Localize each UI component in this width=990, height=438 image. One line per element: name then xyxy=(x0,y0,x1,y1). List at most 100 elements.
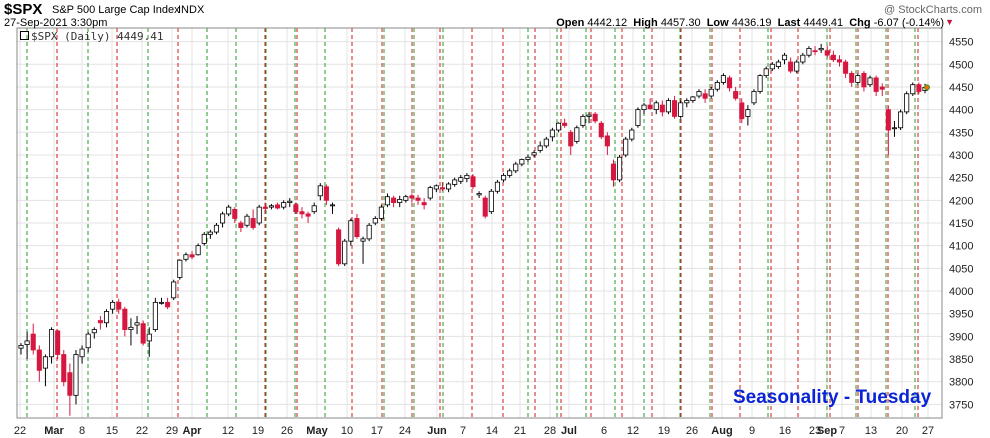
candle-body xyxy=(476,193,482,196)
candle-body xyxy=(293,204,299,213)
candle-body xyxy=(843,61,849,74)
legend-label: $SPX (Daily) 4449.41 xyxy=(31,30,164,43)
candle xyxy=(769,62,775,72)
candle xyxy=(391,195,397,208)
candle-body xyxy=(61,354,67,383)
candle xyxy=(317,183,323,201)
candle-body xyxy=(849,72,855,83)
x-tick-label: 6 xyxy=(601,425,607,437)
y-tick-label: 3800 xyxy=(949,377,973,389)
candle-body xyxy=(867,77,873,86)
candle xyxy=(275,202,281,210)
x-tick-label: 15 xyxy=(106,425,118,437)
candle xyxy=(653,100,659,115)
candle-body xyxy=(372,218,378,224)
candle xyxy=(42,354,48,387)
x-tick-label: Apr xyxy=(183,425,203,437)
candle-body xyxy=(647,104,653,110)
candle xyxy=(727,75,733,92)
y-tick-label: 4400 xyxy=(949,105,973,117)
candle-body xyxy=(452,179,458,185)
candle-body xyxy=(775,61,781,67)
candle xyxy=(61,349,67,387)
candle xyxy=(904,91,910,115)
candlestick-series xyxy=(18,43,928,416)
candle-body xyxy=(262,206,268,209)
down-arrow-icon: ▼ xyxy=(945,17,954,27)
candle-body xyxy=(18,345,24,349)
candle-body xyxy=(158,301,165,304)
candle-body xyxy=(122,308,128,330)
x-tick-label: 14 xyxy=(486,425,498,437)
candle-body xyxy=(299,211,305,215)
candle-body xyxy=(458,177,464,182)
high-value: 4457.30 xyxy=(660,17,701,29)
exchange-label: INDX xyxy=(178,4,205,16)
x-tick-label: 17 xyxy=(371,425,383,437)
candle-body xyxy=(73,354,79,396)
candle xyxy=(311,202,317,214)
candle xyxy=(55,329,61,360)
candle xyxy=(916,82,922,94)
candle-body xyxy=(195,245,201,256)
candle-body xyxy=(757,75,763,92)
candle xyxy=(757,74,763,94)
candle-body xyxy=(421,202,427,206)
candle-body xyxy=(543,138,549,147)
y-tick-label: 4350 xyxy=(949,127,973,139)
candle-body xyxy=(397,199,403,203)
candle xyxy=(525,154,531,162)
candle xyxy=(555,122,562,133)
candle-body xyxy=(598,122,604,138)
candle xyxy=(684,98,690,108)
candle-body xyxy=(232,208,238,219)
candle xyxy=(110,300,116,314)
candle xyxy=(409,193,415,203)
x-tick-label: 12 xyxy=(627,425,639,437)
series-legend[interactable]: $SPX (Daily) 4449.41 xyxy=(20,30,163,43)
candle xyxy=(745,105,751,126)
candle-body xyxy=(391,197,397,203)
candle-body xyxy=(794,61,800,72)
candle-body xyxy=(568,131,574,147)
candle-body xyxy=(329,204,336,207)
candle-body xyxy=(360,238,366,242)
candle-body xyxy=(745,109,751,117)
candle xyxy=(488,188,494,214)
x-tick-label: 19 xyxy=(252,425,264,437)
candle-body xyxy=(311,205,317,213)
candle xyxy=(384,193,391,208)
candle xyxy=(733,86,739,101)
candle xyxy=(36,345,42,382)
candle-body xyxy=(763,68,769,77)
candle-body xyxy=(354,218,360,238)
candle xyxy=(458,174,464,184)
candle xyxy=(861,71,867,92)
candle-body xyxy=(678,102,684,117)
candle-body xyxy=(916,84,922,92)
x-tick-label: 21 xyxy=(514,425,526,437)
candle xyxy=(800,52,806,65)
candle xyxy=(158,297,165,305)
candle-body xyxy=(788,61,794,72)
candle xyxy=(665,98,671,115)
candle-body xyxy=(696,91,702,97)
candle xyxy=(91,327,97,339)
candle-body xyxy=(672,100,678,117)
candle xyxy=(354,213,360,239)
candle xyxy=(739,98,745,124)
y-tick-label: 3750 xyxy=(949,399,973,411)
candle-body xyxy=(30,333,36,351)
x-tick-label: 23 xyxy=(809,425,821,437)
last-price-dot xyxy=(924,84,930,91)
x-tick-label: Jun xyxy=(427,425,447,437)
candle-body xyxy=(287,200,293,203)
y-tick-label: 4100 xyxy=(949,241,973,253)
candle-body xyxy=(818,48,824,51)
candle xyxy=(543,136,549,149)
candle xyxy=(775,59,781,69)
candle xyxy=(788,57,794,74)
candle-body xyxy=(513,163,519,172)
candle-body xyxy=(879,86,885,90)
